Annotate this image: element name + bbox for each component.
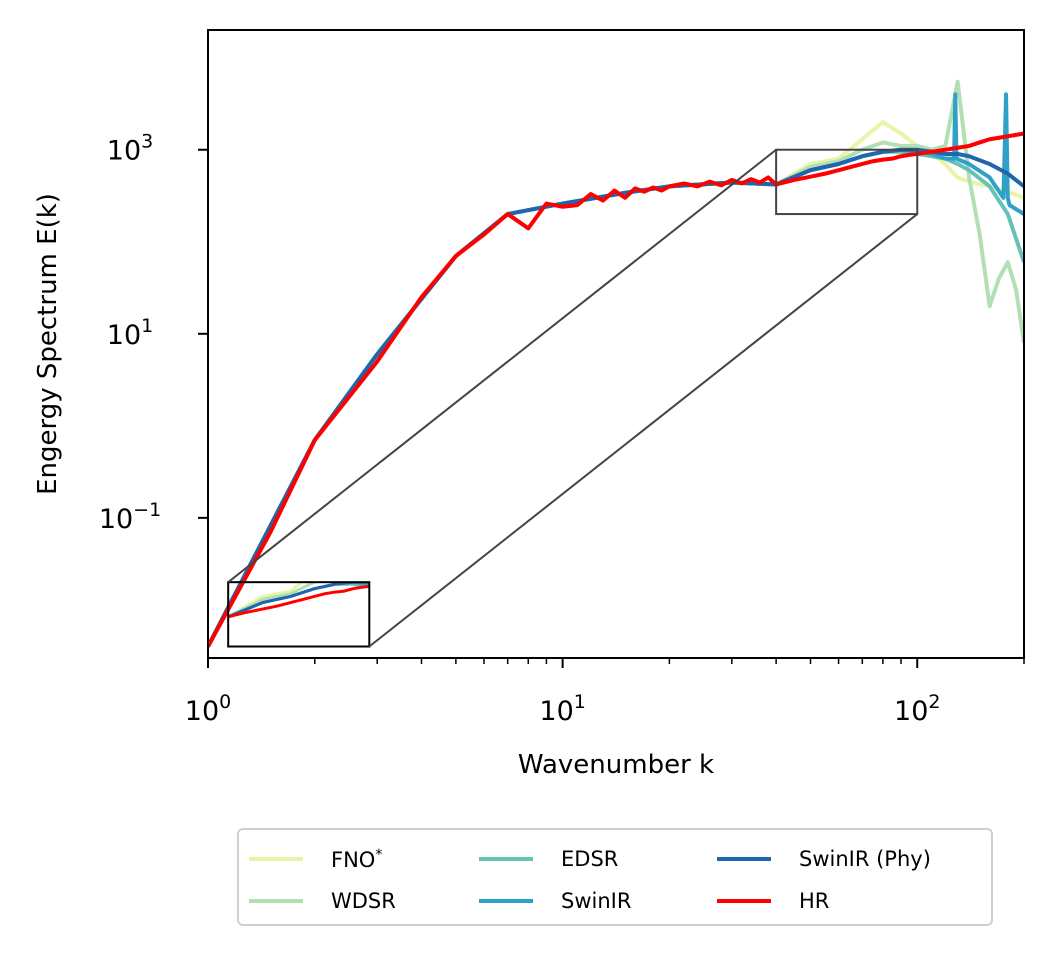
plot-frame [207,29,1025,659]
legend-label-wdsr: WDSR [331,889,396,913]
legend-item-hr: HR [717,884,829,918]
series-line-fno [208,120,1024,648]
legend-item-swinir: SwinIR [479,884,631,918]
zoom-layer [227,148,919,648]
x-tick-label: 100 [185,691,231,727]
series-line-swinir-phy [208,147,1024,648]
x-tick-label: 101 [539,691,585,727]
inset-line-hr [228,584,370,619]
x-tick-label: 102 [894,691,940,727]
zoom-box [775,148,919,216]
legend-item-wdsr: WDSR [249,884,396,918]
legend-label-swinir: SwinIR [561,889,632,913]
legend-swatch-wdsr [249,899,303,903]
inset-line-fno [228,582,304,619]
legend-swatch-swinir [479,899,533,903]
zoom-inset-box [227,581,371,648]
inset-line-swinir-phy [228,582,370,619]
y-tick-label: 103 [107,131,153,167]
legend-item-fno: FNO* [249,842,382,876]
zoom-inset-series [228,582,370,619]
series-line-hr [208,131,1024,648]
y-tick-label: 101 [107,315,153,351]
legend-item-edsr: EDSR [479,842,618,876]
series-layer [208,79,1024,648]
y-axis-label: Engergy Spectrum E(k) [33,193,63,495]
inset-line-wdsr [228,582,319,619]
legend-label-swinir-phy: SwinIR (Phy) [799,847,931,871]
axis-layer: 100 101 102 10−1 101 103 [99,131,1025,727]
legend-label-edsr: EDSR [561,847,619,871]
legend-swatch-swinir-phy [717,857,771,861]
series-line-swinir [208,92,1024,648]
zoom-connector-bottom [368,213,918,648]
legend-label-fno: FNO* [331,846,383,872]
legend: FNO* WDSR EDSR SwinIR SwinIR (Phy) HR [237,828,993,926]
legend-swatch-edsr [479,857,533,861]
legend-label-hr: HR [799,889,830,913]
legend-swatch-fno [249,857,303,861]
zoom-connector-top [227,148,777,583]
y-tick-label: 10−1 [99,499,161,535]
x-axis-label: Wavenumber k [518,750,714,780]
legend-item-swinir-phy: SwinIR (Phy) [717,842,931,876]
series-line-wdsr [208,79,1024,648]
legend-swatch-hr [717,899,771,903]
